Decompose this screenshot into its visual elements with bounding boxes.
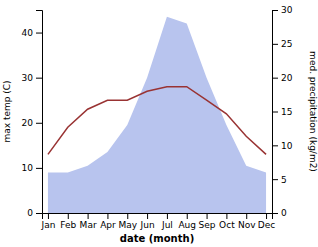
tick: Oct	[219, 213, 235, 230]
x-axis: Jan Feb MarAprMayJun Jul AugSepOctNovDec	[41, 213, 276, 230]
tick: 25	[272, 39, 292, 49]
tick: Jul	[161, 213, 173, 230]
tick-label: 20	[281, 73, 293, 83]
tick-label: 30	[281, 5, 293, 15]
tick: 20	[22, 118, 42, 128]
tick-label: Sep	[199, 220, 216, 230]
precip-area	[48, 17, 266, 213]
tick-label: 10	[281, 141, 293, 151]
tick: Jan	[41, 213, 56, 230]
x-axis-title: date (month)	[120, 233, 194, 244]
tick-mark	[36, 168, 42, 169]
tick-mark	[88, 213, 89, 219]
tick-label: 15	[281, 107, 292, 117]
tick-mark	[272, 179, 278, 180]
tick-mark	[48, 213, 49, 219]
tick: 30	[272, 5, 293, 15]
tick-label: 0	[27, 208, 33, 218]
tick: 0	[27, 208, 42, 218]
tick-label: Jul	[161, 220, 173, 230]
y-axis-title: max temp (C)	[2, 80, 12, 142]
tick-mark	[36, 78, 42, 79]
tick-label: Feb	[60, 220, 76, 230]
tick: 20	[272, 73, 293, 83]
tick-label: 5	[281, 175, 287, 185]
chart: Jan Feb MarAprMayJun Jul AugSepOctNovDec 0 10 2…	[0, 0, 318, 247]
tick-mark	[266, 213, 267, 219]
tick-mark	[127, 213, 128, 219]
tick: 15	[272, 107, 292, 117]
tick: Sep	[199, 213, 216, 230]
tick-mark	[272, 10, 278, 11]
tick-label: 10	[22, 163, 34, 173]
tick-mark	[207, 213, 208, 219]
tick: Apr	[100, 213, 116, 230]
tick-mark	[246, 213, 247, 219]
y2-axis-title: med. precipitation (kg/m2)	[308, 51, 318, 172]
tick-mark	[36, 213, 42, 214]
tick-mark	[272, 44, 278, 45]
tick-label: 40	[22, 28, 34, 38]
tick-label: Nov	[238, 220, 256, 230]
tick: 40	[22, 28, 42, 38]
axis-line	[43, 214, 273, 220]
tick-label: Jan	[41, 220, 56, 230]
tick-label: 20	[22, 118, 34, 128]
tick-label: 0	[281, 208, 287, 218]
tick-mark	[272, 112, 278, 113]
tick: 5	[272, 175, 287, 185]
tick: Aug	[178, 213, 196, 230]
marks	[48, 17, 266, 213]
tick-label: 30	[22, 73, 34, 83]
tick-label: Aug	[178, 220, 196, 230]
tick-label: Jun	[140, 220, 155, 230]
tick-mark	[107, 213, 108, 219]
tick: Feb	[60, 213, 76, 230]
tick-label: Dec	[258, 220, 275, 230]
temp-line	[48, 87, 266, 155]
y-axis: 0 10 20 30 40	[22, 11, 43, 219]
tick: 30	[22, 73, 42, 83]
tick: Dec	[258, 213, 275, 230]
tick-label: Apr	[100, 220, 116, 230]
axis-line	[36, 11, 43, 214]
plot: Jan Feb MarAprMayJun Jul AugSepOctNovDec 0 10 2…	[22, 5, 293, 230]
tick-mark	[36, 123, 42, 124]
tick: May	[118, 213, 137, 230]
tick-mark	[68, 213, 69, 219]
tick-label: Oct	[219, 220, 235, 230]
tick: 10	[22, 163, 42, 173]
tick-mark	[226, 213, 227, 219]
tick-label: Mar	[80, 220, 97, 230]
tick: 0	[272, 208, 287, 218]
tick-mark	[272, 213, 278, 214]
tick: Mar	[80, 213, 97, 230]
tick-mark	[147, 213, 148, 219]
tick-mark	[272, 145, 278, 146]
tick: Nov	[238, 213, 256, 230]
tick-mark	[36, 33, 42, 34]
tick-mark	[167, 213, 168, 219]
tick-label: 25	[281, 39, 292, 49]
tick-mark	[272, 78, 278, 79]
tick: Jun	[140, 213, 155, 230]
axis-line	[273, 11, 279, 214]
tick-label: May	[118, 220, 137, 230]
tick-mark	[187, 213, 188, 219]
tick: 10	[272, 141, 293, 151]
y2-axis: 0 5 10 15 20 25 30	[272, 5, 293, 218]
